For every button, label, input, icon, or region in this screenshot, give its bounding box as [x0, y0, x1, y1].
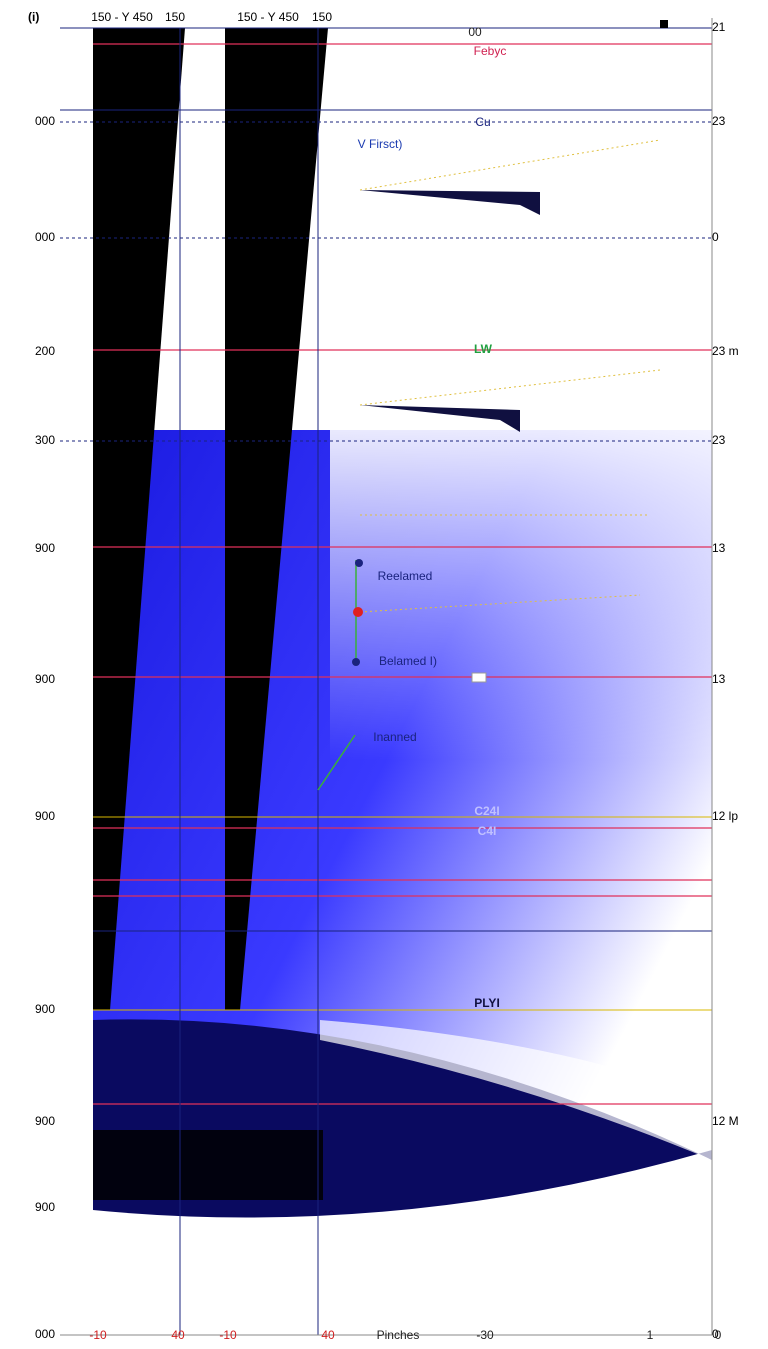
annotation: 00 — [468, 25, 482, 39]
bottom-label: -30 — [476, 1328, 494, 1342]
left-label: 000 — [35, 230, 55, 244]
left-label: 900 — [35, 672, 55, 686]
top-label: 150 — [165, 10, 185, 24]
right-label: 0 — [712, 1327, 719, 1341]
left-label: 900 — [35, 541, 55, 555]
top-label: 150 - Y 450 — [237, 10, 299, 24]
annotation: Cu — [475, 115, 490, 129]
right-label: 23 m — [712, 344, 739, 358]
annotation: PLYI — [474, 996, 500, 1010]
right-label: 23 — [712, 114, 726, 128]
right-label: 13 — [712, 672, 726, 686]
right-label: 12 lp — [712, 809, 738, 823]
annotation: C4I — [478, 824, 497, 838]
left-label: 000 — [35, 1327, 55, 1341]
right-label: 21 — [712, 20, 726, 34]
annotation: C24I — [474, 804, 499, 818]
annotation: Reelamed — [378, 569, 433, 583]
left-label: 000 — [35, 114, 55, 128]
right-label: 12 M — [712, 1114, 739, 1128]
left-label: 900 — [35, 1114, 55, 1128]
bottom-label: -10 — [89, 1328, 107, 1342]
bottom-label: -10 — [219, 1328, 237, 1342]
annotation: Febyc — [474, 44, 507, 58]
left-label: 200 — [35, 344, 55, 358]
top-label: 150 - Y 450 — [91, 10, 153, 24]
annotation: Belamed I) — [379, 654, 437, 668]
right-label: 13 — [712, 541, 726, 555]
annotation: Inanned — [373, 730, 416, 744]
right-label: 0 — [712, 230, 719, 244]
bottom-label: 40 — [171, 1328, 185, 1342]
background-art — [60, 18, 713, 1336]
bottom-label: 40 — [321, 1328, 335, 1342]
bottom-label: Pinches — [377, 1328, 420, 1342]
bottom-label: 1 — [647, 1328, 654, 1342]
left-label: 900 — [35, 809, 55, 823]
corner-label: (i) — [28, 10, 39, 24]
top-label: 150 — [312, 10, 332, 24]
bottom-label: 0 — [715, 1328, 722, 1342]
left-label: 900 — [35, 1200, 55, 1214]
right-label: 23 — [712, 433, 726, 447]
left-label: 300 — [35, 433, 55, 447]
annotation: V Firsct) — [358, 137, 403, 151]
annotation: LW — [474, 342, 493, 356]
left-label: 900 — [35, 1002, 55, 1016]
